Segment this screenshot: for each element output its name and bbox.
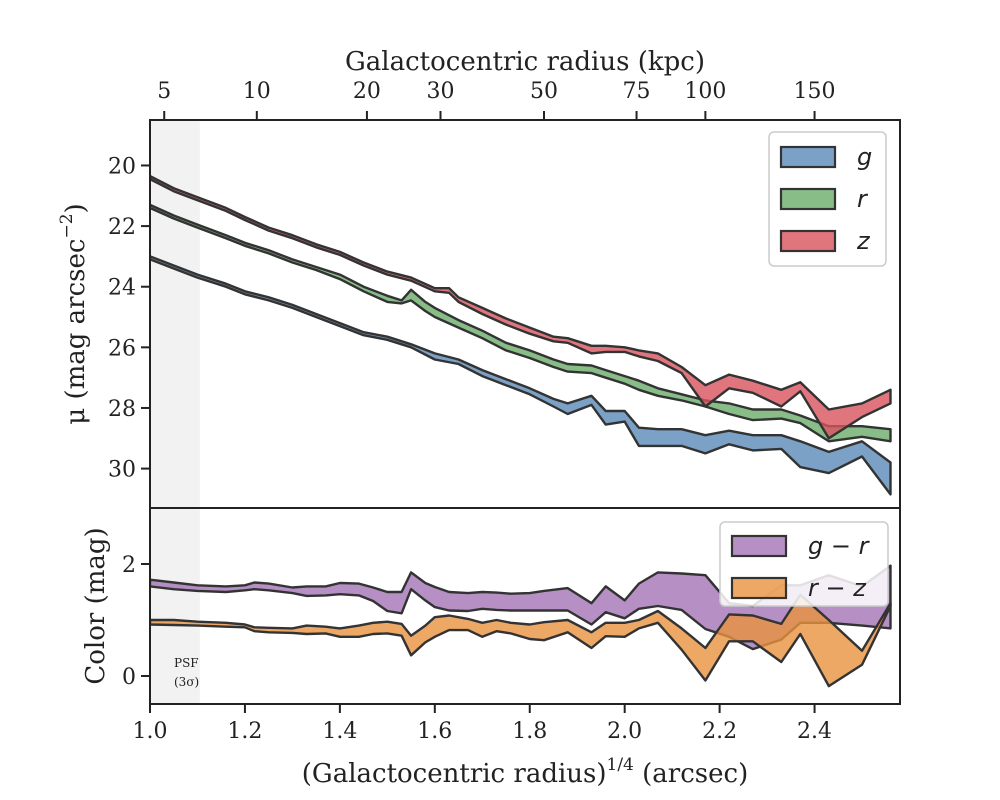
x-tick-label: 1.2 [227,719,262,744]
psf-shaded-region-top [150,120,200,508]
legend-swatch [730,576,788,600]
psf-shaded-region-bottom [150,508,200,704]
legend-swatch [779,229,837,253]
top-x-tick-label: 10 [243,79,271,104]
top-axis-title: Galactocentric radius (kpc) [345,47,705,77]
x-tick-label: 1.6 [417,719,452,744]
bottom-y-tick-label: 2 [122,553,136,578]
top-y-tick-label: 26 [108,336,136,361]
top-x-tick-label: 20 [353,79,381,104]
top-y-tick-label: 30 [108,458,136,483]
legend-label: r [857,185,869,213]
top-x-tick-label: 30 [427,79,455,104]
band-gr-0 [150,564,892,651]
top-x-tick-label: 5 [157,79,171,104]
band-z-2 [150,174,892,440]
top-y-tick-label: 22 [108,215,136,240]
top-y-tick-label: 28 [108,397,136,422]
band-rz-1 [150,593,892,688]
bottom-axis-title: (Galactocentric radius)1/4 (arcsec) [302,755,748,789]
top-x-tick-label: 150 [794,79,836,104]
legend-swatch [730,534,788,558]
band-r-1 [150,203,892,443]
top-x-tick-label: 100 [684,79,726,104]
legend-label: g − r [808,532,871,560]
top-y-tick-label: 24 [108,276,136,301]
surface-brightness-bands [150,174,892,496]
psf-note-line1: PSF [174,656,199,670]
color-bands [150,564,892,688]
top-x-tick-label: 75 [623,79,651,104]
band-g-0 [150,255,892,496]
legend-color: g − r r − z [719,521,889,607]
legend-surface-brightness: grz [768,131,887,267]
axis-ticks: 1.0 1.2 1.4 1.6 1.8 2.0 2.2 2.45 10 20 30 50 75 100 15… [108,79,836,744]
bottom-y-tick-label: 0 [122,665,136,690]
x-tick-label: 2.4 [797,719,832,744]
bottom-y-axis-title: Color (mag) [81,527,111,684]
x-tick-label: 1.4 [322,719,357,744]
top-y-tick-label: 20 [108,154,136,179]
legend-label: g [857,143,872,171]
legend-swatch [779,187,837,211]
top-x-tick-label: 50 [530,79,558,104]
x-tick-label: 2.2 [702,719,737,744]
legend-label: z [856,227,871,255]
legend-label: r − z [808,574,867,602]
top-y-axis-title: μ (mag arcsec−2) [57,203,91,424]
legend-swatch [779,145,837,169]
bottom-panel-frame [149,507,901,705]
psf-note-line2: (3σ) [174,675,199,689]
x-tick-label: 1.0 [133,719,168,744]
x-tick-label: 1.8 [512,719,547,744]
x-tick-label: 2.0 [607,719,642,744]
